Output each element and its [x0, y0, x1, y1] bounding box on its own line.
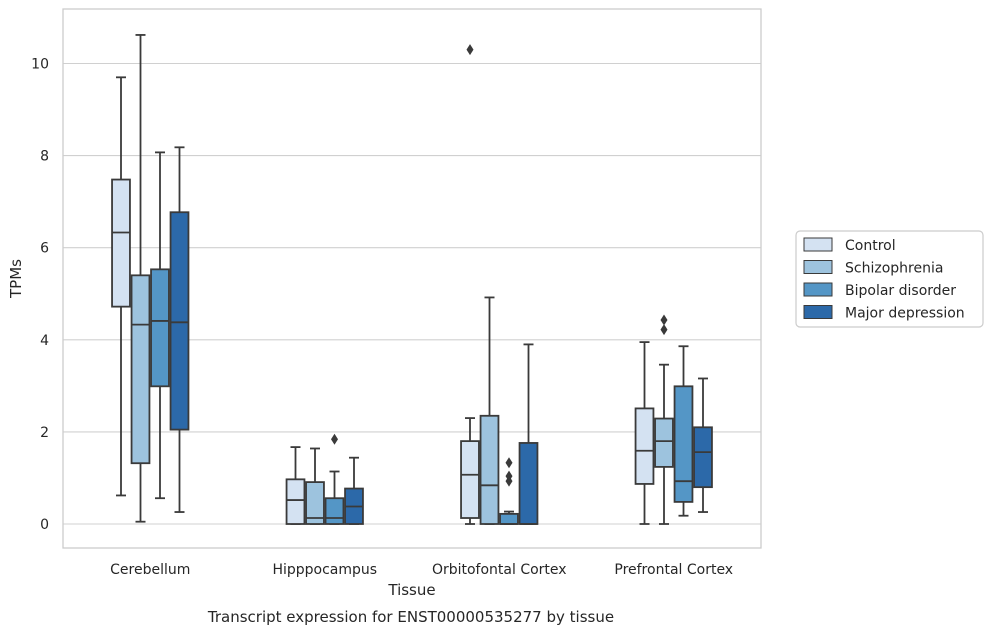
box-body	[324, 497, 345, 525]
plot-frame	[62, 8, 762, 549]
legend-swatch	[803, 282, 833, 297]
y-tick-label: 8	[40, 149, 49, 165]
chart-title: Transcript expression for ENST0000053527…	[207, 608, 614, 626]
box-schizophrenia	[654, 314, 674, 525]
outlier-point	[466, 44, 474, 56]
box-body	[111, 178, 131, 308]
y-tick-label: 0	[40, 517, 49, 533]
legend-label: Major depression	[845, 306, 965, 322]
y-axis-label: TPMs	[7, 259, 25, 299]
x-tick-label: Orbitofontal Cortex	[432, 562, 567, 578]
box-bipolar-disorder	[150, 151, 170, 500]
box-major-depression	[693, 377, 713, 513]
y-tick-label: 4	[40, 333, 49, 349]
x-tick-label: Prefrontal Cortex	[614, 562, 733, 578]
outlier-point	[660, 314, 668, 326]
box-body	[169, 211, 190, 431]
legend-swatch	[803, 237, 833, 252]
legend-label: Schizophrenia	[845, 261, 943, 277]
y-axis-ticks: 0 2 4 6 8 10	[31, 57, 49, 534]
y-tick-label: 10	[31, 57, 49, 73]
box-schizophrenia	[305, 447, 325, 525]
box-control	[111, 76, 131, 497]
legend-swatch	[803, 305, 833, 319]
x-tick-label: Hipppocampus	[272, 562, 377, 578]
legend-frame	[795, 230, 984, 328]
outlier-point	[331, 433, 338, 445]
box-bipolar-disorder	[499, 457, 519, 525]
box-body	[634, 407, 655, 485]
legend-swatch	[803, 260, 833, 274]
box-body	[693, 426, 713, 489]
x-axis-label: Tissue	[387, 581, 435, 599]
y-tick-label: 6	[40, 241, 49, 257]
box-control	[285, 446, 306, 525]
legend: Control Schizophrenia Bipolar disorder Majo…	[795, 230, 984, 328]
box-body	[654, 417, 674, 468]
box-body	[285, 478, 306, 525]
box-bipolar-disorder	[324, 433, 345, 525]
box-bipolar-disorder	[673, 345, 694, 517]
box-major-depression	[344, 456, 364, 525]
box-major-depression	[518, 343, 539, 525]
outlier-point	[505, 470, 513, 482]
box-major-depression	[169, 146, 190, 513]
legend-label: Bipolar disorder	[845, 283, 956, 299]
box-control	[460, 44, 480, 525]
box-body	[673, 385, 694, 503]
box-body	[479, 414, 500, 525]
box-body	[499, 512, 519, 525]
box-schizophrenia	[130, 34, 151, 523]
x-tick-label: Cerebellum	[110, 562, 190, 578]
outlier-point	[505, 457, 513, 469]
box-schizophrenia	[479, 296, 500, 525]
box-body	[130, 274, 151, 465]
box-control	[634, 341, 655, 525]
x-axis-ticks: Cerebellum Hipppocampus Orbitofontal Corte…	[110, 562, 733, 578]
outlier-point	[660, 324, 668, 336]
box-body	[518, 442, 539, 525]
box-body	[150, 268, 170, 388]
box-body	[460, 440, 480, 519]
y-tick-label: 2	[40, 425, 49, 441]
plot-area	[111, 34, 713, 525]
legend-label: Control	[845, 238, 896, 254]
box-body	[305, 481, 325, 525]
